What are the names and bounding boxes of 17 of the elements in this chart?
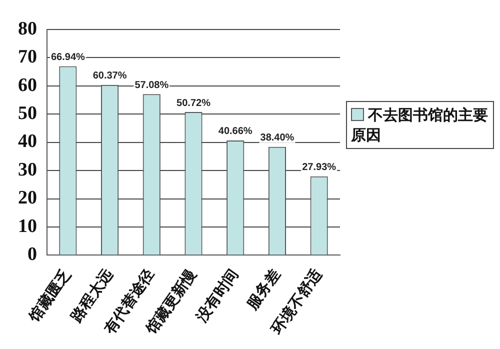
data-label: 50.72% [176,98,211,109]
y-tick-label: 20 [18,188,37,209]
data-label: 57.08% [134,80,169,91]
y-tick-label: 80 [18,18,37,40]
y-tick-label: 70 [18,46,37,68]
y-tick-label: 60 [18,74,37,96]
y-tick-label: 0 [28,244,37,266]
y-tick-label: 30 [18,159,37,180]
y-tick-label: 50 [18,102,37,124]
data-label: 40.66% [218,126,252,138]
data-label: 66.94% [50,52,85,64]
y-tick-label: 40 [18,131,37,152]
data-label: 27.93% [302,162,336,174]
data-label: 38.40% [260,132,294,144]
legend-label: 不去图书馆的主要原因 [351,106,488,144]
y-tick-label: 10 [18,216,37,237]
data-label: 60.37% [92,70,127,82]
